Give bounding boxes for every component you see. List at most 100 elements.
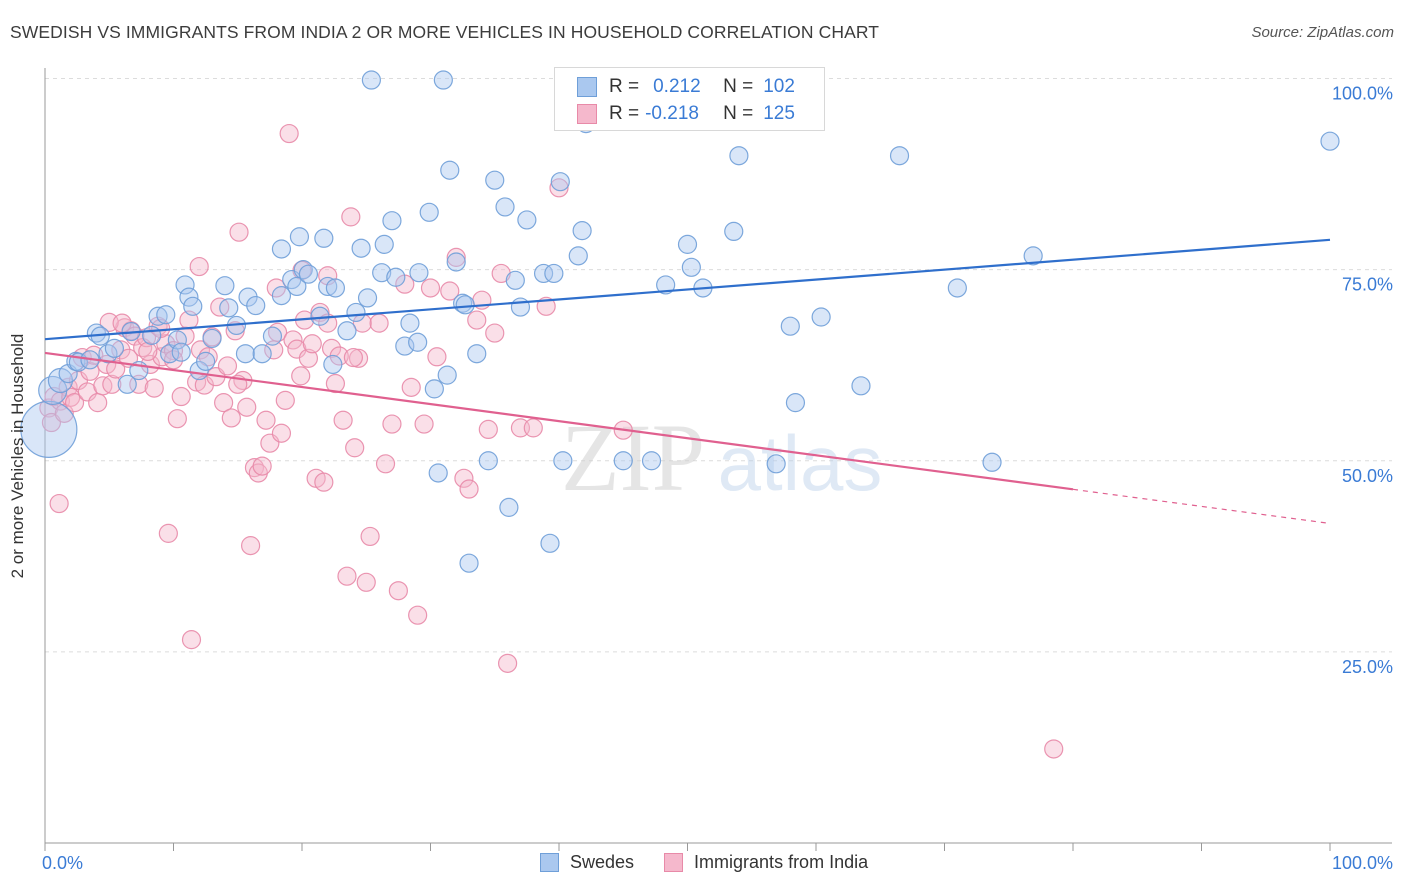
data-point-india	[341, 207, 361, 227]
legend-swatch-swedes	[540, 853, 559, 872]
data-point-india	[498, 653, 518, 673]
data-point-swedes	[408, 332, 428, 352]
data-point-india	[337, 566, 357, 586]
data-point-india	[181, 630, 202, 650]
data-point-india	[252, 456, 272, 476]
legend-swatch-swedes	[577, 77, 597, 97]
legend-label-india: Immigrants from India	[694, 852, 869, 872]
data-point-swedes	[478, 451, 498, 471]
data-point-india	[129, 374, 149, 394]
data-point-swedes	[572, 221, 592, 241]
data-point-india	[244, 458, 265, 478]
data-point-india	[414, 414, 434, 434]
data-point-swedes	[613, 451, 633, 471]
data-point-india	[189, 256, 209, 277]
data-point-swedes	[323, 354, 343, 375]
data-point-india	[229, 222, 249, 242]
data-point-india	[343, 347, 363, 368]
data-point-india	[156, 334, 176, 354]
data-point-india	[39, 398, 59, 418]
data-point-swedes	[681, 257, 701, 277]
axes	[44, 68, 1392, 851]
legend-row-india: R = -0.218 N = 125	[577, 102, 795, 126]
data-point-swedes	[409, 263, 429, 283]
data-point-india	[388, 581, 408, 601]
data-point-india	[369, 313, 389, 333]
data-point-swedes	[318, 276, 338, 297]
data-point-india	[49, 493, 69, 514]
data-point-india	[1044, 739, 1064, 759]
data-point-india	[314, 472, 334, 492]
data-point-india	[241, 536, 261, 556]
data-point-swedes	[215, 276, 235, 296]
data-point-india	[333, 410, 353, 430]
data-point-india	[237, 397, 257, 417]
data-point-swedes	[785, 393, 806, 413]
data-point-india	[356, 572, 376, 592]
data-point-india	[440, 281, 460, 301]
data-point-swedes	[440, 160, 460, 180]
data-point-india	[401, 377, 421, 397]
data-point-india	[302, 334, 322, 354]
y-tick-label: 25.0%	[1342, 657, 1393, 677]
data-point-swedes	[386, 267, 406, 287]
data-point-india	[171, 386, 191, 407]
data-point-swedes	[724, 221, 744, 241]
data-point-swedes	[246, 295, 266, 316]
data-point-india	[345, 438, 365, 458]
data-point-swedes	[271, 286, 292, 306]
trend-line-india	[44, 351, 1074, 491]
watermark-atlas: atlas	[718, 419, 883, 507]
data-point-india	[298, 348, 319, 368]
data-point-india	[256, 410, 276, 430]
legend-item-swedes[interactable]: Swedes	[540, 852, 634, 873]
data-point-india	[375, 454, 396, 474]
data-point-swedes	[361, 70, 381, 90]
data-point-india	[217, 356, 238, 376]
data-point-india	[144, 378, 164, 398]
data-point-swedes	[346, 302, 366, 323]
data-point-swedes	[517, 210, 537, 230]
data-point-swedes	[982, 452, 1002, 472]
series-india-points	[39, 123, 1064, 759]
legend-n-label: N =	[723, 76, 754, 97]
legend-r-label: R =	[609, 76, 640, 97]
data-point-swedes	[1320, 131, 1340, 151]
data-point-india	[267, 322, 288, 342]
data-point-india	[88, 393, 108, 413]
legend-row-swedes: R = 0.212 N = 102	[577, 75, 795, 99]
data-point-india	[382, 414, 402, 434]
data-point-swedes	[298, 264, 319, 284]
trend-line-swedes	[44, 238, 1331, 341]
data-point-india	[485, 323, 505, 343]
y-tick-label: 100.0%	[1332, 84, 1393, 104]
data-point-swedes	[1023, 246, 1043, 266]
data-point-swedes	[117, 374, 137, 394]
legend-n-value: 125	[763, 103, 795, 124]
data-point-india	[454, 468, 474, 488]
data-point-india	[102, 374, 122, 394]
data-point-india	[427, 347, 447, 367]
data-point-swedes	[196, 351, 216, 371]
legend-n-value: 102	[763, 76, 795, 97]
data-point-india	[167, 409, 187, 429]
data-point-swedes	[889, 146, 910, 166]
data-point-swedes	[202, 328, 222, 349]
data-point-india	[523, 418, 543, 438]
tick-labels: 25.0% 50.0% 75.0% 100.0% 0.0% 100.0%	[42, 84, 1393, 874]
data-point-swedes	[171, 342, 191, 362]
correlation-legend: R = 0.212 N = 102 R = -0.218 N = 125	[554, 67, 825, 131]
trend-lines	[44, 238, 1331, 525]
data-point-swedes	[175, 275, 195, 295]
data-point-india	[291, 366, 311, 386]
data-point-swedes	[289, 227, 310, 247]
data-point-india	[420, 278, 441, 298]
data-point-swedes	[544, 263, 564, 284]
data-point-swedes	[424, 379, 444, 399]
series-swedes-points	[20, 70, 1340, 573]
legend-item-india[interactable]: Immigrants from India	[664, 852, 868, 873]
data-point-swedes	[485, 170, 505, 190]
legend-swatch-india	[664, 853, 684, 872]
chart-source: Source: ZipAtlas.com	[1251, 24, 1394, 41]
data-point-swedes	[656, 275, 676, 295]
